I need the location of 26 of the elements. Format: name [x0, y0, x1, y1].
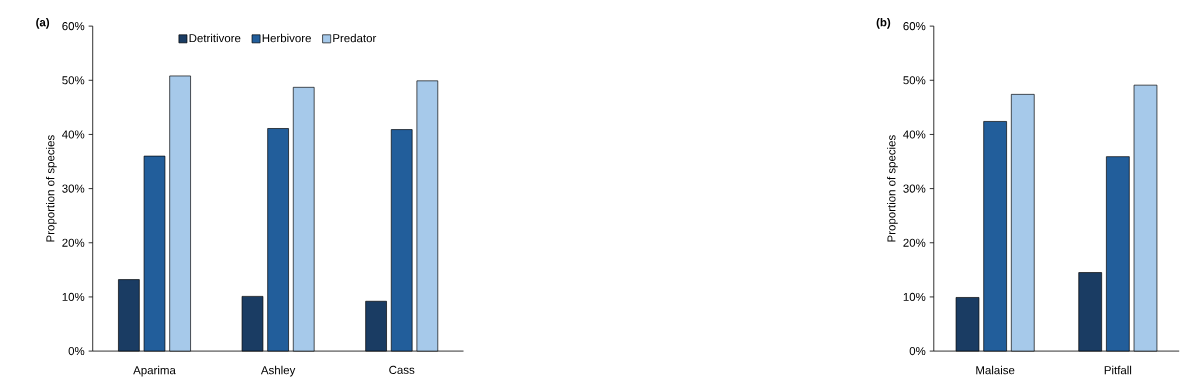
- legend-label: Herbivore: [262, 33, 311, 43]
- x-tick-label: Malaise: [976, 365, 1015, 375]
- y-tick-label: 30%: [903, 184, 926, 193]
- y-tick-label: 60%: [62, 21, 85, 31]
- y-tick-label: 30%: [62, 184, 85, 193]
- y-axis-title: Proportion of species: [887, 135, 898, 242]
- y-axis-title: Proportion of species: [46, 135, 57, 242]
- chart-title: (a): [36, 17, 50, 29]
- x-tick-label: Pitfall: [1104, 365, 1132, 375]
- y-tick-label: 40%: [903, 130, 926, 139]
- y-tick-label: 0%: [909, 346, 926, 355]
- y-tick-label: 10%: [903, 292, 926, 301]
- legend-label: Predator: [333, 33, 377, 43]
- y-tick-label: 50%: [903, 76, 926, 85]
- y-tick-label: 50%: [62, 76, 85, 85]
- y-tick-label: 40%: [62, 130, 85, 139]
- x-tick-label: Ashley: [260, 365, 296, 377]
- y-tick-label: 20%: [903, 238, 926, 247]
- y-tick-label: 10%: [62, 292, 85, 301]
- legend-label: Detritivore: [189, 33, 241, 43]
- y-tick-label: 20%: [62, 238, 85, 247]
- y-tick-label: 0%: [68, 346, 85, 355]
- chart-title: (b): [876, 17, 891, 29]
- x-tick-label: Cass: [389, 365, 415, 374]
- x-tick-label: Aparima: [133, 365, 176, 377]
- y-tick-label: 60%: [903, 21, 926, 31]
